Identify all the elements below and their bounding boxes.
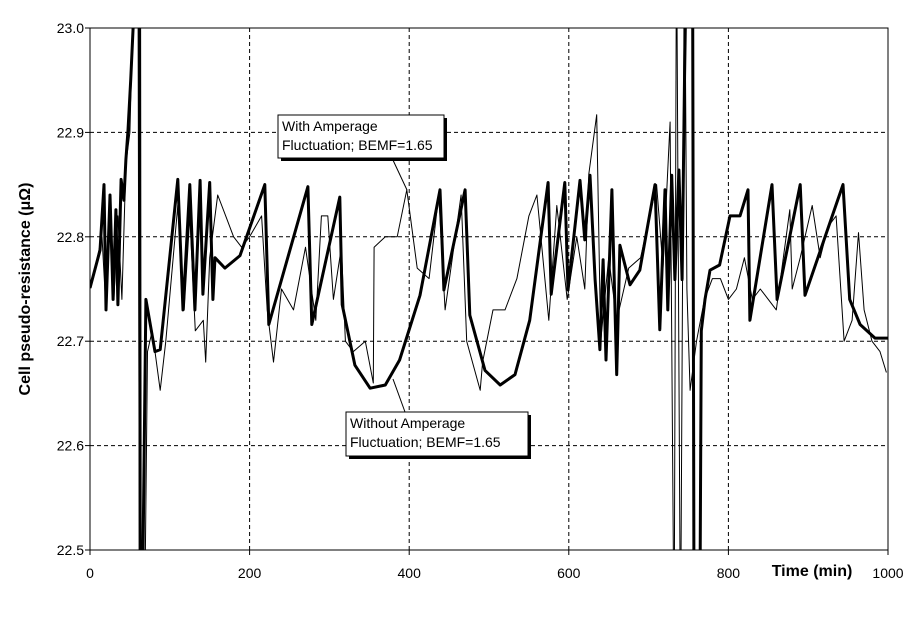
annotation-text: Fluctuation; BEMF=1.65 bbox=[282, 137, 433, 153]
x-tick-label: 0 bbox=[86, 565, 94, 581]
annotation-text: Fluctuation; BEMF=1.65 bbox=[350, 434, 501, 450]
x-tick-label: 400 bbox=[398, 565, 422, 581]
x-tick-label: 200 bbox=[238, 565, 262, 581]
plot-lines bbox=[90, 28, 888, 550]
y-tick-label: 23.0 bbox=[57, 20, 84, 36]
annotation-box bbox=[277, 114, 445, 159]
x-tick-label: 600 bbox=[557, 565, 581, 581]
annotation-text: Without Amperage bbox=[350, 415, 465, 431]
y-tick-label: 22.5 bbox=[57, 542, 84, 558]
y-axis-title: Cell pseudo-resistance (μΩ) bbox=[17, 183, 34, 396]
x-tick-label: 1000 bbox=[872, 565, 903, 581]
y-tick-label: 22.9 bbox=[57, 124, 84, 140]
annotation-leader bbox=[391, 157, 408, 191]
annotation-box bbox=[345, 411, 529, 457]
annotation-leader bbox=[392, 378, 406, 413]
plot-area bbox=[89, 27, 889, 551]
series-line bbox=[90, 28, 887, 550]
annotation-text: With Amperage bbox=[282, 118, 378, 134]
x-axis-title: Time (min) bbox=[772, 563, 853, 580]
x-tick-label: 800 bbox=[717, 565, 741, 581]
y-tick-label: 22.7 bbox=[57, 333, 84, 349]
y-tick-label: 22.6 bbox=[57, 438, 84, 454]
series-line bbox=[90, 28, 888, 550]
y-tick-label: 22.8 bbox=[57, 229, 84, 245]
